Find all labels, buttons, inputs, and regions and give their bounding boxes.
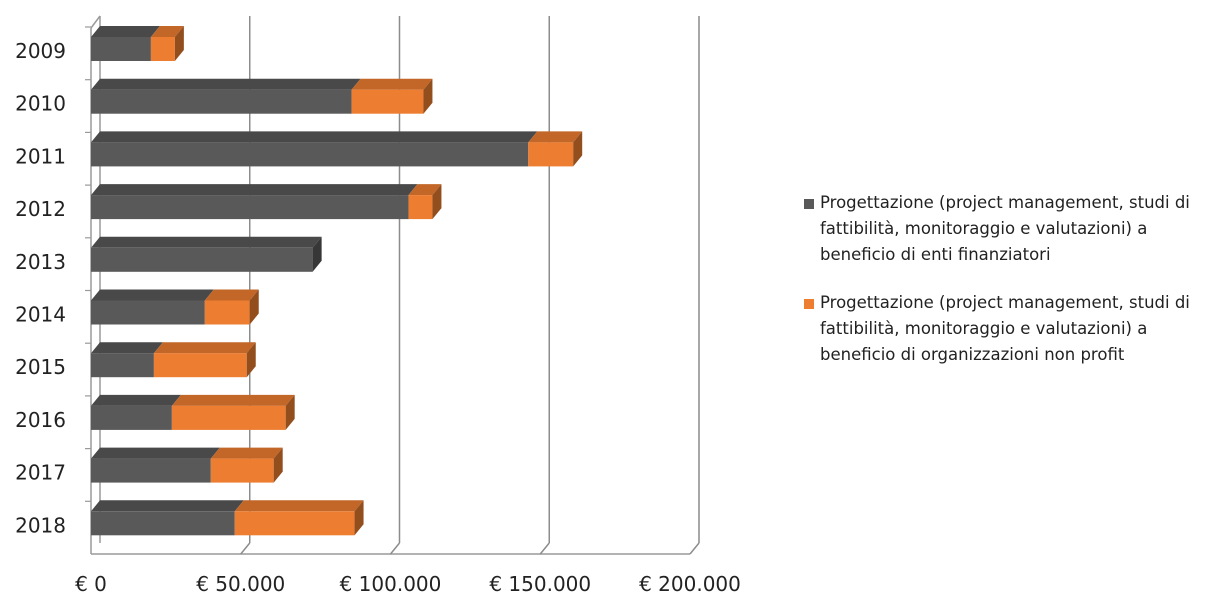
chart-legend: Progettazione (project management, studi… (800, 190, 1200, 390)
y-tick-label: 2011 (15, 144, 66, 168)
bar-top-2016-series-2 (171, 394, 295, 406)
bar-top-2014-series-2 (204, 289, 259, 301)
legend-label-enti-finanziatori: Progettazione (project management, studi… (820, 193, 1190, 264)
bar-top-2010-series-1 (91, 78, 361, 90)
bar-2017-series-2 (210, 458, 274, 483)
bar-end-2016 (285, 394, 295, 430)
gridline-floor (389, 542, 401, 555)
bar-2012-series-1 (91, 195, 409, 220)
bar-top-2012-series-2 (408, 184, 442, 196)
bar-top-2014-series-1 (91, 289, 214, 301)
bar-end-2010 (423, 78, 433, 114)
bar-end-2018 (354, 500, 364, 536)
y-tick-label: 2010 (15, 92, 66, 116)
bar-2010-series-1 (91, 89, 352, 114)
bar-2016-series-1 (91, 405, 172, 430)
bar-2014-series-1 (91, 300, 205, 325)
legend-item-non-profit: Progettazione (project management, studi… (800, 290, 1200, 368)
bar-2011-series-2 (528, 142, 574, 167)
bar-end-2009 (174, 26, 184, 61)
y-tick-label: 2018 (15, 513, 66, 537)
bar-top-2010-series-2 (351, 78, 433, 90)
bar-end-2017 (273, 447, 283, 483)
bar-top-2016-series-1 (91, 394, 181, 406)
back-wall-top-edge (90, 15, 101, 29)
bar-2016-series-2 (171, 405, 286, 430)
bar-2011-series-1 (91, 142, 529, 167)
legend-label-non-profit: Progettazione (project management, studi… (820, 293, 1190, 364)
bar-top-2012-series-1 (91, 184, 418, 196)
legend-item-enti-finanziatori: Progettazione (project management, studi… (800, 190, 1200, 268)
legend-swatch-enti-finanziatori (804, 199, 814, 209)
gridline-floor (240, 542, 251, 555)
y-tick-label: 2016 (15, 408, 66, 432)
bar-2010-series-2 (351, 89, 424, 114)
bar-2012-series-2 (408, 195, 433, 220)
bar-top-2009-series-1 (91, 26, 160, 37)
bar-2009-series-2 (150, 37, 175, 61)
gridline-floor (689, 542, 700, 555)
x-tick-label: € 100.000 (340, 572, 442, 596)
x-tick-label: € 200.000 (639, 572, 741, 596)
y-tick-label: 2013 (15, 250, 66, 274)
bar-end-2014 (249, 289, 259, 325)
bar-end-2012 (432, 184, 442, 220)
y-tick-label: 2014 (15, 303, 66, 327)
bar-top-2011-series-1 (91, 131, 538, 143)
bar-2015-series-1 (91, 353, 154, 378)
x-tick-label: € 0 (75, 572, 107, 596)
x-tick-label: € 150.000 (489, 572, 591, 596)
bar-top-2009-series-2 (150, 26, 184, 37)
bar-top-2015-series-2 (153, 342, 256, 354)
bar-end-2011 (573, 131, 583, 167)
bar-top-2015-series-1 (91, 342, 163, 354)
y-tick-label: 2009 (15, 39, 66, 63)
bar-top-2013-series-1 (91, 236, 322, 248)
bar-2018-series-2 (234, 511, 355, 536)
bar-2014-series-2 (204, 300, 250, 325)
bar-2018-series-1 (91, 511, 235, 536)
bar-top-2011-series-2 (528, 131, 583, 143)
bar-2009-series-1 (91, 37, 151, 61)
y-tick-label: 2017 (15, 461, 66, 485)
bar-2013-series-1 (91, 247, 313, 272)
legend-swatch-non-profit (804, 299, 814, 309)
y-tick-label: 2012 (15, 197, 66, 221)
y-tick-label: 2015 (15, 355, 66, 379)
bar-end-2015 (246, 342, 256, 378)
bar-end-2013 (312, 236, 322, 272)
bar-top-2017-series-1 (91, 447, 220, 459)
bar-top-2018-series-1 (91, 500, 244, 512)
gridline-floor (539, 542, 550, 555)
bar-top-2017-series-2 (210, 447, 283, 459)
bar-2015-series-2 (153, 353, 247, 378)
bar-2017-series-1 (91, 458, 211, 483)
bar-top-2018-series-2 (234, 500, 364, 512)
x-tick-label: € 50.000 (196, 572, 285, 596)
